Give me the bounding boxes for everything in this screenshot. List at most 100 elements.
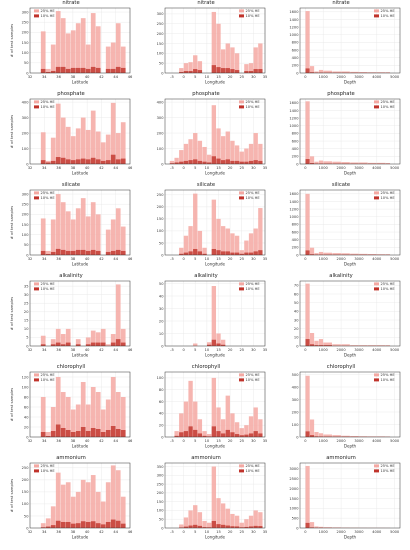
y-tick-label: 500 — [292, 516, 300, 520]
bar-25-he — [202, 146, 207, 164]
bar-25-he — [258, 43, 263, 73]
bar-25-he — [202, 520, 207, 528]
bar-25-he — [225, 395, 230, 437]
bar-10-he — [216, 67, 221, 73]
x-tick-label: 42 — [99, 257, 104, 261]
y-axis-label: # of test samples — [9, 24, 14, 58]
legend-swatch — [374, 196, 379, 200]
bar-25-he — [65, 482, 71, 528]
bar-10-he — [239, 435, 244, 437]
bar-25-he — [183, 401, 189, 437]
histogram-panel-alkalinity-latitude: alkalinity 0 5 10 15 20 25 30 35 32 34 36 38 40 42 44 46… — [8, 273, 134, 364]
x-tick-label: 34 — [42, 439, 47, 443]
bar-10-he — [115, 66, 121, 73]
x-tick-label: 40 — [85, 439, 90, 443]
x-tick-label: 42 — [99, 530, 104, 534]
x-axis-label: Latitude — [72, 535, 89, 540]
bar-10-he — [80, 427, 86, 437]
bar-25-he — [115, 208, 121, 255]
bar-10-he — [188, 160, 193, 164]
bar-10-he — [120, 523, 126, 528]
bar-10-he — [225, 159, 230, 164]
bar-10-he — [45, 526, 51, 528]
bar-10-he — [85, 159, 91, 164]
x-tick-label: 0 — [304, 439, 307, 443]
y-tick-label: 250 — [22, 21, 30, 25]
x-tick-label: 38 — [71, 166, 76, 170]
chart-svg: 0 20 40 60 80 100 -5 0 5 10 15 20 25 30 35 Longitude 25%… — [157, 371, 267, 449]
bar-10-he — [179, 253, 184, 255]
x-tick-label: 32 — [28, 530, 33, 534]
bar-25-he — [230, 47, 235, 73]
bar-10-he — [220, 433, 226, 437]
bar-25-he — [376, 254, 386, 255]
bar-10-he — [70, 523, 76, 528]
plot-frame — [29, 98, 131, 165]
bar-25-he — [230, 140, 235, 164]
y-tick-label: 250 — [22, 466, 30, 470]
y-tick-label: 0 — [296, 162, 299, 166]
x-tick-label: 44 — [113, 166, 118, 170]
x-tick-label: 0 — [304, 166, 307, 170]
y-tick-label: 1000 — [289, 33, 299, 37]
legend-swatch — [34, 373, 39, 377]
plot-frame — [164, 98, 266, 165]
bar-25-he — [120, 328, 126, 346]
x-tick-label: -5 — [170, 439, 174, 443]
bar-25-he — [359, 162, 368, 164]
x-tick-label: 36 — [56, 348, 61, 352]
y-tick-label: 10 — [24, 327, 29, 331]
x-axis-label: Depth — [344, 171, 357, 176]
bar-10-he — [110, 68, 116, 73]
bar-25-he — [385, 163, 391, 164]
bar-25-he — [220, 339, 226, 346]
x-tick-label: 40 — [85, 257, 90, 261]
bar-25-he — [258, 419, 263, 437]
bar-25-he — [376, 345, 386, 346]
bar-10-he — [248, 252, 254, 255]
y-tick-label: 120 — [22, 375, 30, 379]
legend-label: 10% HE — [246, 105, 261, 109]
bar-25-he — [202, 247, 207, 255]
bar-25-he — [220, 49, 226, 73]
legend-label: 10% HE — [381, 196, 396, 200]
bar-25-he — [230, 233, 235, 255]
y-tick-label: 0 — [161, 253, 164, 257]
x-tick-label: 46 — [128, 166, 133, 170]
bar-25-he — [239, 151, 244, 164]
y-tick-label: 250 — [22, 203, 30, 207]
bar-25-he — [332, 435, 341, 437]
bar-25-he — [244, 64, 249, 73]
bar-10-he — [220, 524, 226, 528]
bar-10-he — [183, 431, 189, 437]
bar-25-he — [115, 284, 121, 346]
bar-25-he — [174, 157, 179, 164]
legend-label: 25% HE — [41, 373, 56, 377]
y-tick-label: 400 — [22, 100, 30, 104]
bar-25-he — [60, 202, 66, 255]
x-tick-label: 2000 — [336, 530, 346, 534]
legend-swatch — [34, 100, 39, 104]
y-tick-label: 30 — [24, 293, 29, 297]
x-tick-label: 3000 — [354, 439, 364, 443]
bar-25-he — [211, 105, 217, 164]
bar-25-he — [50, 219, 56, 255]
bar-25-he — [100, 501, 106, 528]
bar-10-he — [248, 71, 254, 73]
bar-25-he — [65, 397, 71, 437]
bar-25-he — [193, 505, 198, 528]
bar-10-he — [193, 429, 198, 437]
bar-25-he — [359, 72, 368, 73]
bar-25-he — [248, 143, 254, 164]
bar-25-he — [105, 344, 111, 346]
bar-25-he — [55, 194, 61, 255]
y-tick-label: 80 — [159, 388, 164, 392]
bar-25-he — [309, 522, 315, 528]
y-tick-label: 300 — [157, 12, 165, 16]
bar-10-he — [207, 162, 212, 164]
legend-label: 25% HE — [246, 464, 261, 468]
x-tick-label: -5 — [170, 75, 174, 79]
x-tick-label: 5000 — [390, 75, 400, 79]
x-axis-label: Latitude — [72, 353, 89, 358]
chart-title: nitrate — [197, 0, 215, 6]
